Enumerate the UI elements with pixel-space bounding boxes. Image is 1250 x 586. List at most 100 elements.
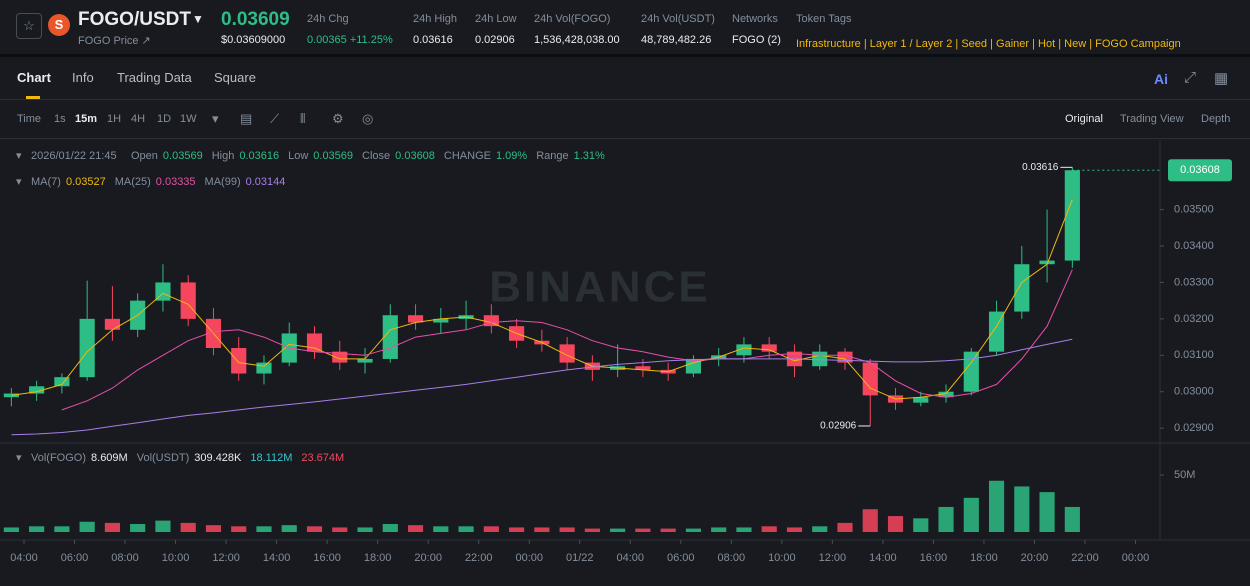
separator: | — [952, 38, 962, 50]
tag[interactable]: FOGO Campaign — [1095, 38, 1181, 50]
tab[interactable]: Chart — [17, 70, 51, 85]
tag[interactable]: Gainer — [996, 38, 1030, 50]
volume-bar — [913, 518, 929, 532]
view-option[interactable]: Depth — [1201, 113, 1231, 125]
candle-body — [938, 391, 954, 398]
legend-key: MA(99) — [205, 176, 241, 188]
volume-bar — [685, 528, 702, 532]
legend-key: Close — [362, 150, 390, 162]
candle-body — [761, 344, 777, 352]
volume-bar — [1014, 486, 1030, 532]
legend-key: MA(7) — [31, 176, 61, 188]
volume-bar — [332, 527, 348, 532]
volume-bar — [205, 525, 222, 532]
view-option[interactable]: Original — [1065, 113, 1103, 125]
volume-bar — [584, 528, 600, 532]
watermark: BINANCE — [489, 263, 710, 312]
collapse-icon[interactable]: ▾ — [16, 176, 22, 188]
volume-bar — [938, 506, 954, 532]
volume-bar — [660, 528, 676, 532]
layout[interactable]: ▦ — [1214, 70, 1229, 87]
tool-icon[interactable]: ⚙ — [332, 111, 344, 126]
candle-body — [635, 366, 651, 370]
legend-key: High — [212, 150, 235, 162]
candle-body — [29, 386, 45, 394]
x-tick-label: 16:00 — [313, 552, 341, 564]
tag[interactable]: Layer 1 / Layer 2 — [869, 38, 953, 50]
y-tick-label: 0.03300 — [1174, 276, 1214, 288]
volume-bar — [1039, 492, 1055, 532]
collapse-icon[interactable]: ▾ — [16, 150, 22, 162]
candle-body — [685, 358, 702, 374]
candle-body — [988, 311, 1005, 352]
legend-value: 0.03569 — [313, 150, 353, 162]
tool-icon[interactable]: ▤ — [240, 111, 253, 126]
x-tick-label: 08:00 — [111, 552, 139, 564]
interval[interactable]: 15m — [75, 113, 98, 125]
x-tick-label: 20:00 — [414, 552, 442, 564]
candle-body — [1014, 264, 1030, 312]
stat-value: 0.03616 — [413, 34, 453, 46]
legend-value: 1.31% — [574, 150, 605, 162]
volume-bar — [382, 524, 398, 532]
fullscreen[interactable]: ⤢ — [1184, 69, 1197, 86]
tool-icon[interactable]: ⟋ — [270, 111, 280, 126]
min-marker: 0.02906 — [820, 421, 857, 432]
x-tick-label: 12:00 — [212, 552, 240, 564]
x-tick-label: 14:00 — [263, 552, 291, 564]
ma-line — [11, 338, 1073, 436]
candle-body — [862, 362, 878, 396]
candle-body — [332, 351, 348, 363]
tab[interactable]: Square — [214, 70, 256, 85]
volume-bar — [306, 526, 323, 532]
ai-button[interactable]: Ai — [1154, 71, 1168, 87]
tag[interactable]: Infrastructure — [796, 38, 861, 50]
legend-key: Vol(FOGO) — [31, 452, 86, 464]
vol-tick-label: 50M — [1174, 469, 1195, 481]
volume-bar — [29, 526, 45, 532]
volume-bar — [357, 527, 373, 532]
view-option[interactable]: Trading View — [1120, 113, 1184, 125]
candle-body — [54, 377, 70, 387]
price-link[interactable]: FOGO Price ↗ — [78, 35, 151, 47]
interval[interactable]: 1D — [157, 113, 172, 125]
interval[interactable]: 1H — [107, 113, 122, 125]
interval[interactable]: 4H — [131, 113, 146, 125]
max-marker: 0.03616 — [1022, 162, 1059, 173]
stat-label: 24h Vol(USDT) — [641, 13, 715, 25]
pair[interactable]: FOGO/USDT — [78, 9, 191, 30]
interval[interactable]: 1s — [54, 113, 66, 125]
interval[interactable]: 1W — [180, 113, 197, 125]
x-tick-label: 20:00 — [1021, 552, 1049, 564]
volume-bar — [180, 522, 196, 532]
candle-body — [3, 393, 19, 398]
tool-icon[interactable]: ◎ — [362, 111, 374, 126]
volume-bar — [483, 526, 499, 532]
tab[interactable]: Info — [72, 70, 94, 85]
legend-value: 0.03569 — [163, 150, 203, 162]
y-tick-label: 0.03100 — [1174, 349, 1214, 361]
candle-body — [256, 362, 272, 374]
separator: | — [1086, 38, 1096, 50]
legend-value: 0.03608 — [395, 150, 435, 162]
volume-bar — [458, 526, 474, 532]
candle-body — [736, 344, 752, 356]
candle-body — [306, 333, 323, 352]
tag[interactable]: Hot — [1038, 38, 1056, 50]
collapse-icon[interactable]: ▾ — [16, 452, 22, 464]
tab[interactable]: Trading Data — [117, 70, 192, 85]
tag[interactable]: Seed — [961, 38, 988, 50]
tool-icon[interactable]: ⫴ — [300, 111, 306, 126]
legend-value: 8.609M — [91, 452, 128, 464]
tool-icon[interactable]: ▾ — [212, 111, 219, 126]
pair-dropdown[interactable]: ▼ — [192, 12, 204, 26]
volume-bar — [54, 526, 70, 532]
x-tick-label: 18:00 — [970, 552, 998, 564]
tag[interactable]: New — [1064, 38, 1087, 50]
volume-bar — [130, 524, 146, 532]
candle-body — [1064, 170, 1080, 261]
legend-key: Low — [288, 150, 308, 162]
favorite[interactable]: ☆ — [16, 13, 42, 39]
candle-body — [433, 318, 449, 323]
